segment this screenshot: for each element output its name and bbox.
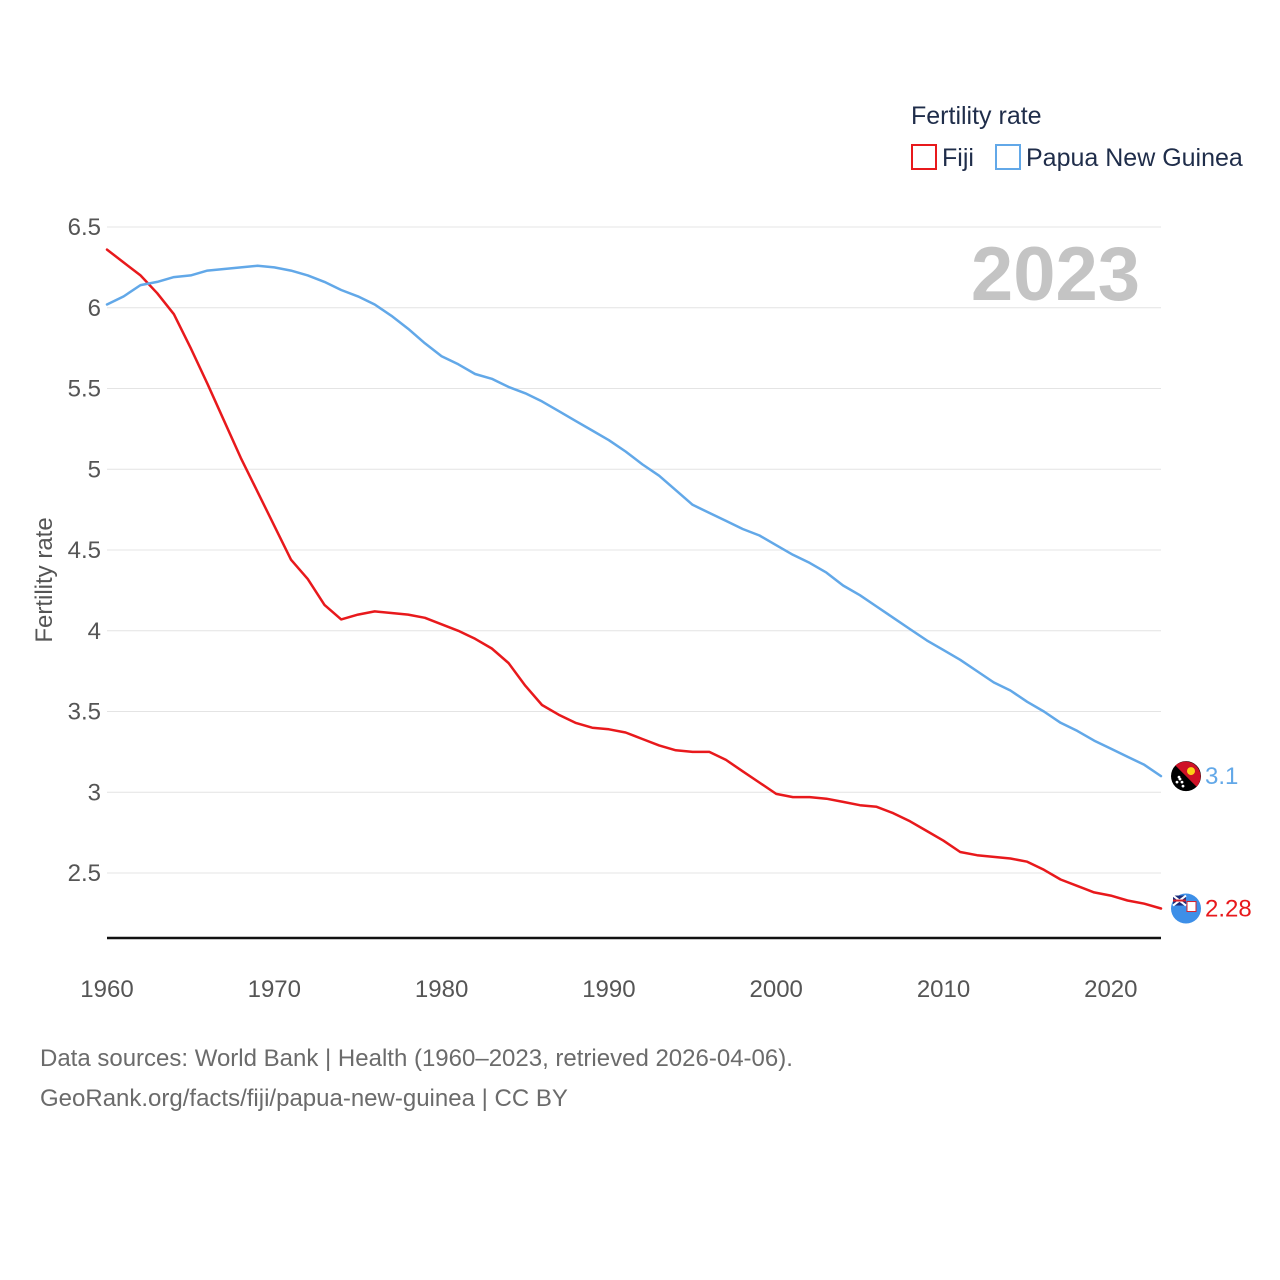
series-line-papua-new-guinea[interactable] [105, 264, 1163, 778]
y-tick-label: 4.5 [68, 537, 101, 564]
end-label-fiji: 2.28 [1205, 896, 1252, 923]
series-lines [105, 248, 1163, 910]
x-axis-ticks: 1960 1970 1980 1990 2000 2010 2020 [80, 976, 1137, 1003]
y-axis-ticks: 2.5 3 3.5 4 4.5 5 5.5 6 6.5 [68, 214, 101, 887]
source-link[interactable]: GeoRank.org/facts/fiji/papua-new-guinea … [40, 1085, 568, 1112]
year-label: 2023 [971, 232, 1140, 317]
legend: Fertility rate Fiji Papua New Guinea [911, 102, 1243, 172]
y-tick-label: 2.5 [68, 860, 101, 887]
legend-label-papua-new-guinea[interactable]: Papua New Guinea [1026, 144, 1243, 172]
fiji-flag-icon [1171, 893, 1201, 924]
legend-swatch-fiji[interactable] [911, 144, 937, 170]
x-tick-label: 1980 [415, 976, 468, 1003]
legend-title: Fertility rate [911, 102, 1042, 130]
y-tick-label: 5.5 [68, 376, 101, 403]
y-tick-label: 4 [88, 618, 101, 645]
legend-swatch-papua-new-guinea[interactable] [995, 144, 1021, 170]
y-tick-label: 5 [88, 456, 101, 483]
y-tick-label: 6.5 [68, 214, 101, 241]
papua-new-guinea-flag-icon [1171, 761, 1201, 792]
y-tick-label: 3.5 [68, 699, 101, 726]
x-tick-label: 1970 [248, 976, 301, 1003]
legend-label-fiji[interactable]: Fiji [942, 144, 974, 172]
series-end-markers: 2.28 3.1 [1171, 761, 1252, 924]
x-tick-label: 2010 [917, 976, 970, 1003]
y-tick-label: 3 [88, 779, 101, 806]
series-line-fiji[interactable] [105, 248, 1163, 910]
x-tick-label: 1990 [582, 976, 635, 1003]
x-tick-label: 2000 [750, 976, 803, 1003]
x-tick-label: 1960 [80, 976, 133, 1003]
y-axis-title: Fertility rate [31, 517, 58, 642]
data-sources-note: Data sources: World Bank | Health (1960–… [40, 1045, 793, 1072]
gridlines [107, 226, 1161, 874]
y-tick-label: 6 [88, 295, 101, 322]
end-label-papua-new-guinea: 3.1 [1205, 763, 1238, 790]
x-tick-label: 2020 [1084, 976, 1137, 1003]
